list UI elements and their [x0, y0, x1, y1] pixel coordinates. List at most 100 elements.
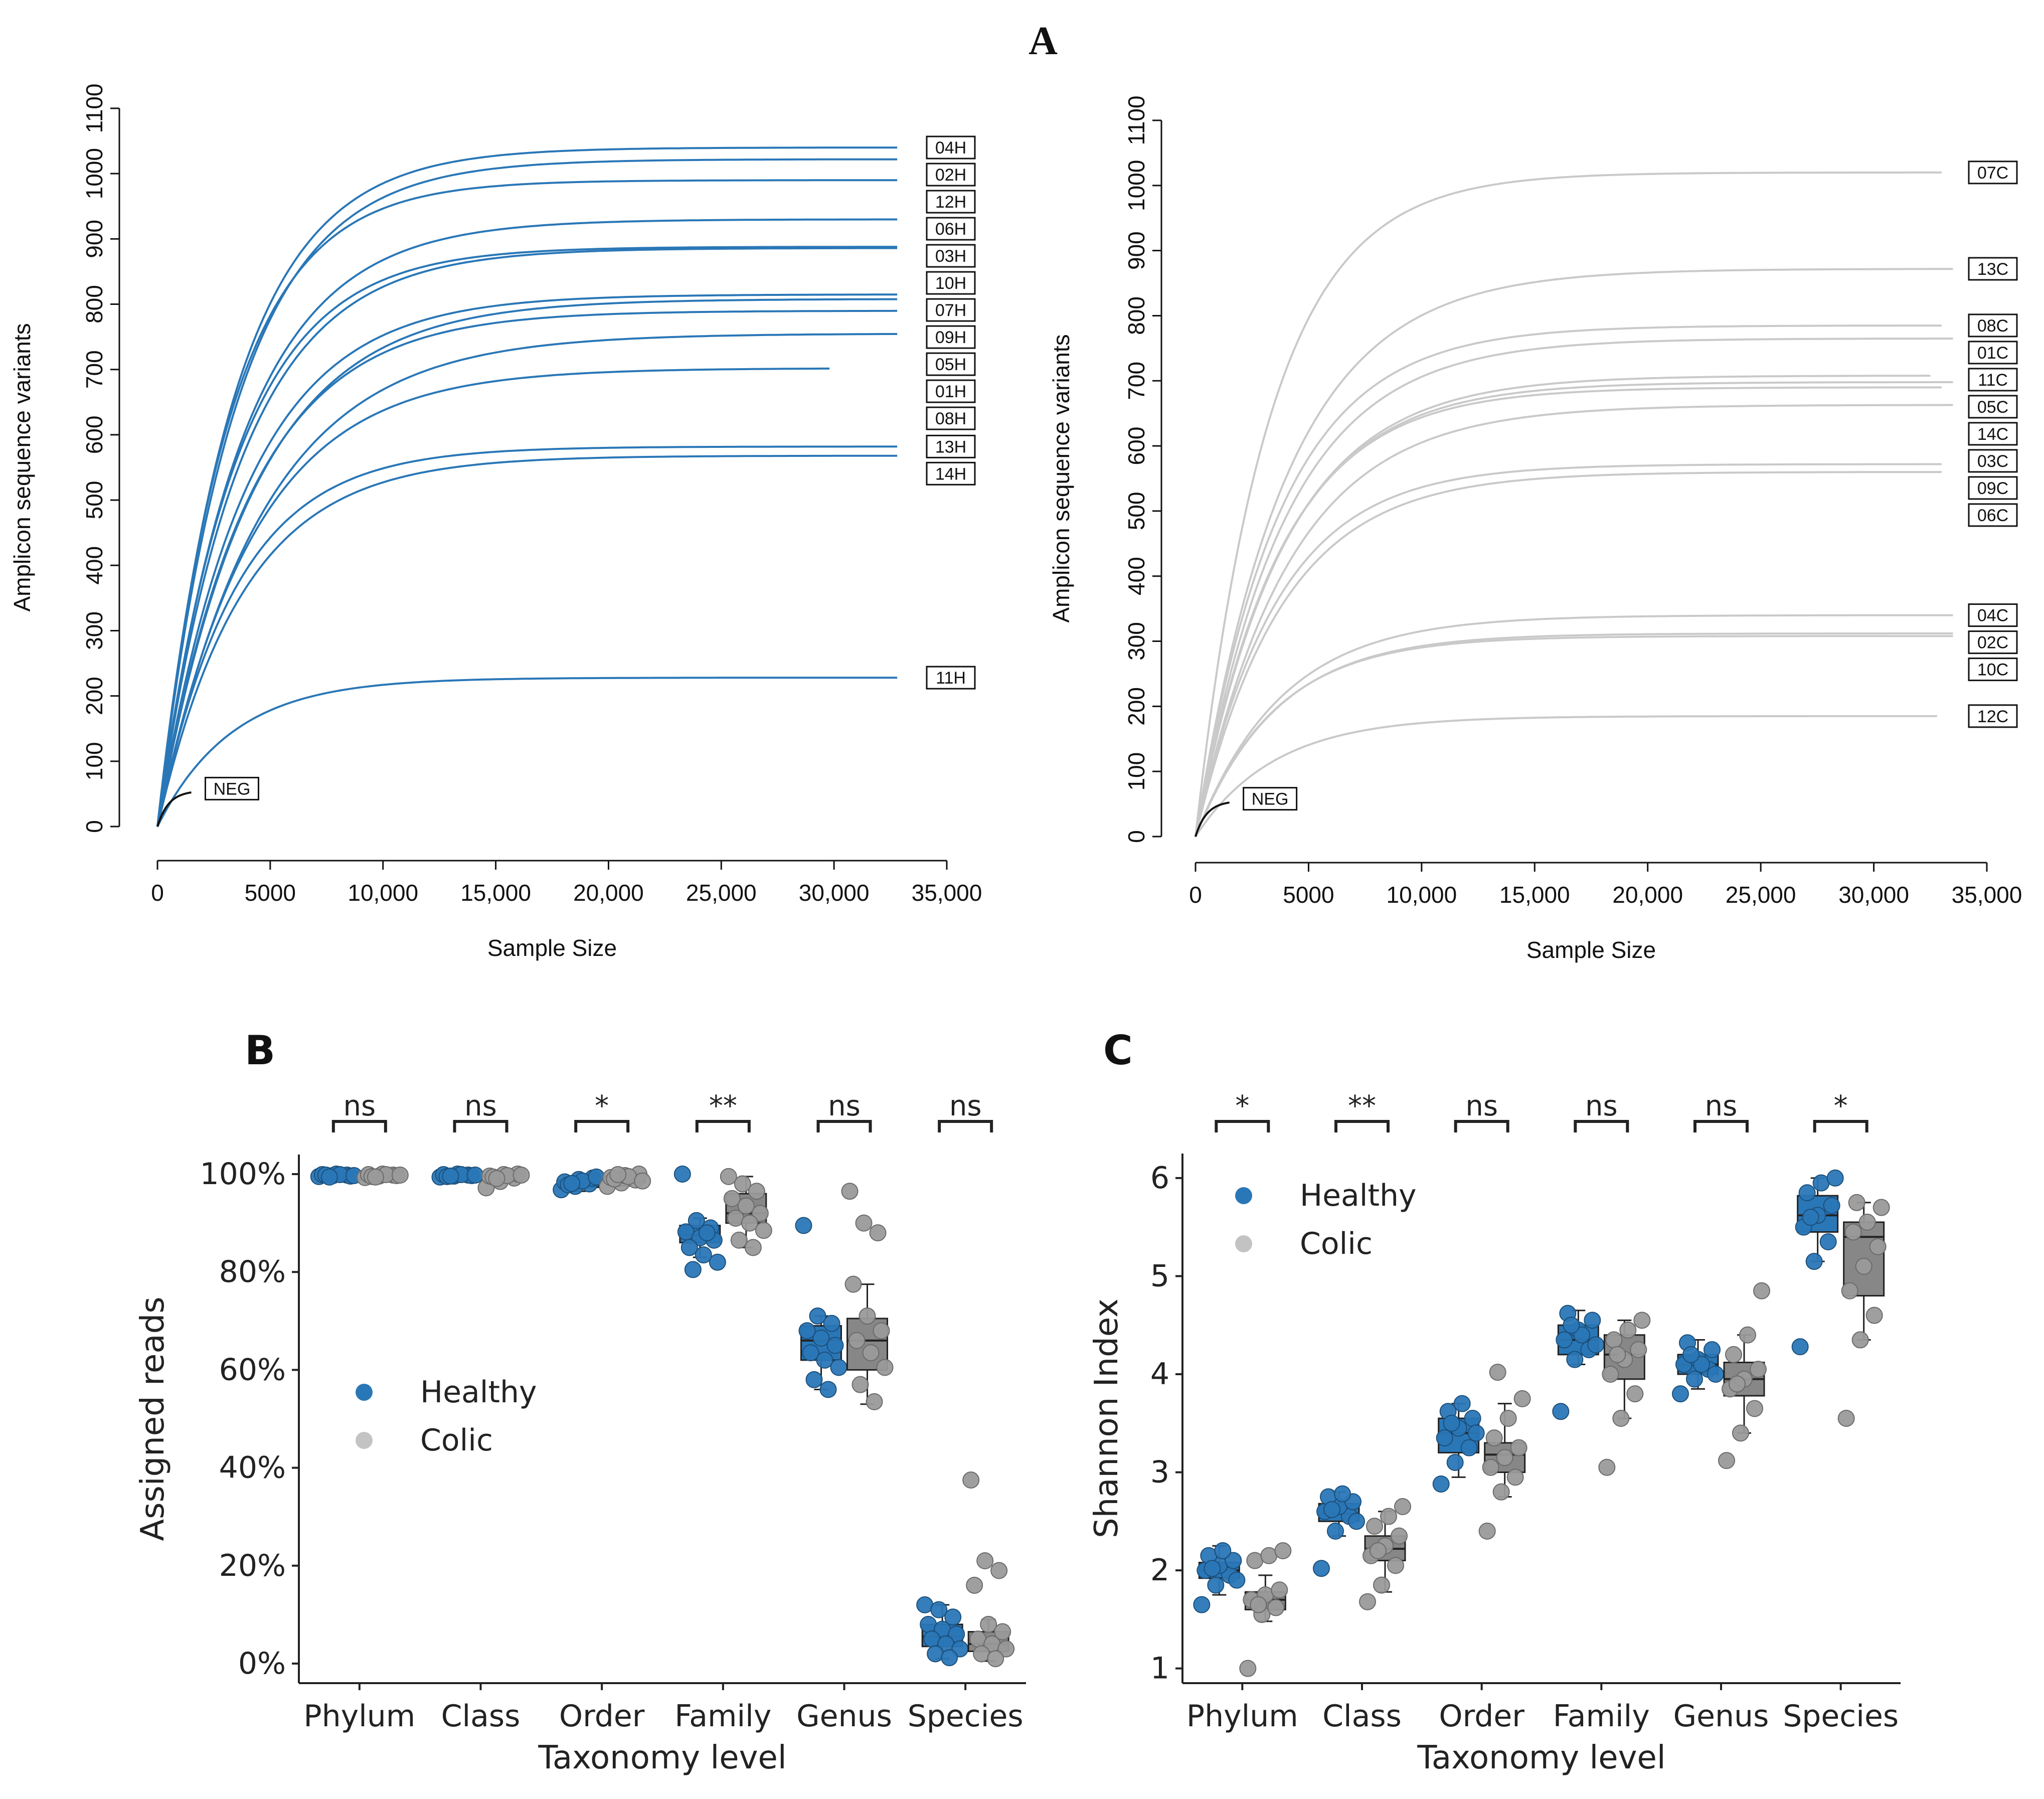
b-healthy-point [698, 1224, 716, 1242]
a-left-label-14h: 14H [935, 464, 966, 483]
c-healthy-point [1460, 1439, 1478, 1456]
a-left-y-tick-label: 1000 [81, 148, 107, 199]
c-colic-point [1746, 1400, 1763, 1417]
a-left-label-11h: 11H [936, 669, 966, 688]
c-healthy-point [1573, 1326, 1591, 1344]
b-colic-point [859, 1307, 876, 1325]
b-colic-point [513, 1166, 530, 1184]
b-colic-point [720, 1168, 737, 1185]
a-left-label-box [926, 352, 976, 376]
b-healthy-point [680, 1239, 698, 1256]
c-colic-point [1271, 1581, 1288, 1599]
a-left-y-tick-label: 800 [81, 285, 107, 323]
a-right-y-tick-label: 200 [1123, 687, 1149, 726]
c-legend-marker-healthy [1235, 1187, 1252, 1204]
b-healthy-point [320, 1168, 338, 1186]
a-right-curve-01c [1195, 338, 1953, 837]
a-right-label-box [1968, 257, 2018, 281]
a-left-y-tick-label: 900 [81, 220, 107, 258]
a-right-y-tick-label: 300 [1123, 622, 1149, 661]
b-sig-label: ns [464, 1090, 497, 1122]
b-sig-bracket [816, 1120, 872, 1132]
a-left-label-05h: 05H [935, 355, 966, 374]
c-colic-point [1274, 1542, 1292, 1559]
b-y-axis-title: Assigned reads [134, 1296, 172, 1541]
c-healthy-point [1193, 1596, 1211, 1613]
c-colic-point [1626, 1385, 1644, 1403]
a-right-label-box [1968, 368, 2018, 392]
c-healthy-point [1327, 1522, 1344, 1540]
c-healthy-point [1584, 1312, 1601, 1329]
a-right-x-tick-label: 10,000 [1387, 882, 1457, 908]
a-left-x-tick-label: 15,000 [460, 880, 531, 906]
a-right-y-axis-title: Amplicon sequence variants [1048, 334, 1074, 622]
a-right-x-tick-label: 35,000 [1952, 882, 2022, 908]
c-healthy-point [1436, 1429, 1453, 1447]
c-colic-point [1510, 1439, 1527, 1456]
c-colic-point [1478, 1522, 1496, 1540]
c-colic-point [1851, 1331, 1869, 1349]
c-healthy-point [1826, 1169, 1844, 1187]
c-colic-point [1373, 1576, 1390, 1594]
a-right-label-01c: 01C [1977, 344, 2008, 363]
a-right-y-tick-label: 800 [1123, 296, 1149, 335]
a-right-label-box [1968, 603, 2018, 627]
a-right-label-07c: 07C [1977, 163, 2008, 183]
b-sig-bracket [331, 1120, 387, 1132]
c-colic-point [1630, 1341, 1647, 1359]
c-healthy-point [1802, 1209, 1819, 1226]
a-left-x-tick-label: 20,000 [573, 880, 644, 906]
a-right-label-06c: 06C [1977, 506, 2008, 525]
a-left-y-tick-label: 700 [81, 350, 107, 389]
c-healthy-point [1707, 1366, 1724, 1383]
b-colic-point [391, 1166, 409, 1184]
c-sig-bracket [1813, 1120, 1868, 1132]
a-right-label-box [1968, 630, 2018, 655]
a-left-label-04h: 04H [935, 138, 966, 157]
b-healthy-point [816, 1351, 833, 1369]
b-colic-point [744, 1239, 762, 1256]
a-right-x-tick-label: 0 [1189, 882, 1202, 908]
b-healthy-point [798, 1322, 816, 1340]
c-y-tick-label: 1 [1150, 1651, 1169, 1686]
a-right-label-box [1968, 395, 2018, 419]
c-sig-label: ns [1705, 1090, 1738, 1122]
c-healthy-point [1566, 1351, 1584, 1368]
a-left-label-box [926, 406, 976, 430]
a-right-y-tick-label: 0 [1123, 830, 1149, 843]
a-left-curve-10h [156, 247, 898, 827]
b-x-tick-label: Species [908, 1699, 1024, 1734]
a-left-label-box [926, 298, 976, 322]
c-sig-bracket [1215, 1120, 1270, 1132]
c-colic-point [1633, 1312, 1651, 1329]
c-colic-point [1499, 1410, 1517, 1427]
c-colic-point [1841, 1282, 1858, 1299]
a-right-y-tick-label: 1000 [1123, 160, 1149, 211]
c-colic-point [1492, 1483, 1510, 1501]
c-colic-point [1602, 1366, 1619, 1383]
c-healthy-point [1805, 1253, 1823, 1270]
a-left-x-axis-title: Sample Size [487, 935, 617, 961]
b-colic-point [730, 1231, 748, 1249]
b-colic-point [976, 1552, 994, 1570]
b-healthy-point [823, 1315, 840, 1332]
c-y-axis-title: Shannon Index [1088, 1298, 1125, 1538]
c-colic-point [1370, 1542, 1387, 1559]
a-right-curve-11c [1195, 375, 1931, 837]
c-colic-point [1482, 1458, 1499, 1476]
a-right-y-tick-label: 1100 [1123, 96, 1149, 145]
a-left-y-tick-label: 300 [81, 611, 107, 650]
b-colic-point [994, 1623, 1011, 1641]
c-colic-point [1739, 1326, 1756, 1344]
b-healthy-point [826, 1337, 844, 1354]
a-left-curve-11h [156, 677, 898, 828]
a-right-label-box [1968, 313, 2018, 338]
b-colic-point [873, 1322, 890, 1340]
a-right-curve-10c [1195, 635, 1953, 837]
a-left-curve-07h [156, 293, 898, 827]
c-colic-point [1380, 1508, 1397, 1525]
b-sig-label: * [595, 1090, 609, 1122]
c-healthy-point [1453, 1395, 1471, 1412]
b-colic-point [734, 1175, 751, 1193]
c-y-tick-label: 4 [1150, 1357, 1169, 1392]
